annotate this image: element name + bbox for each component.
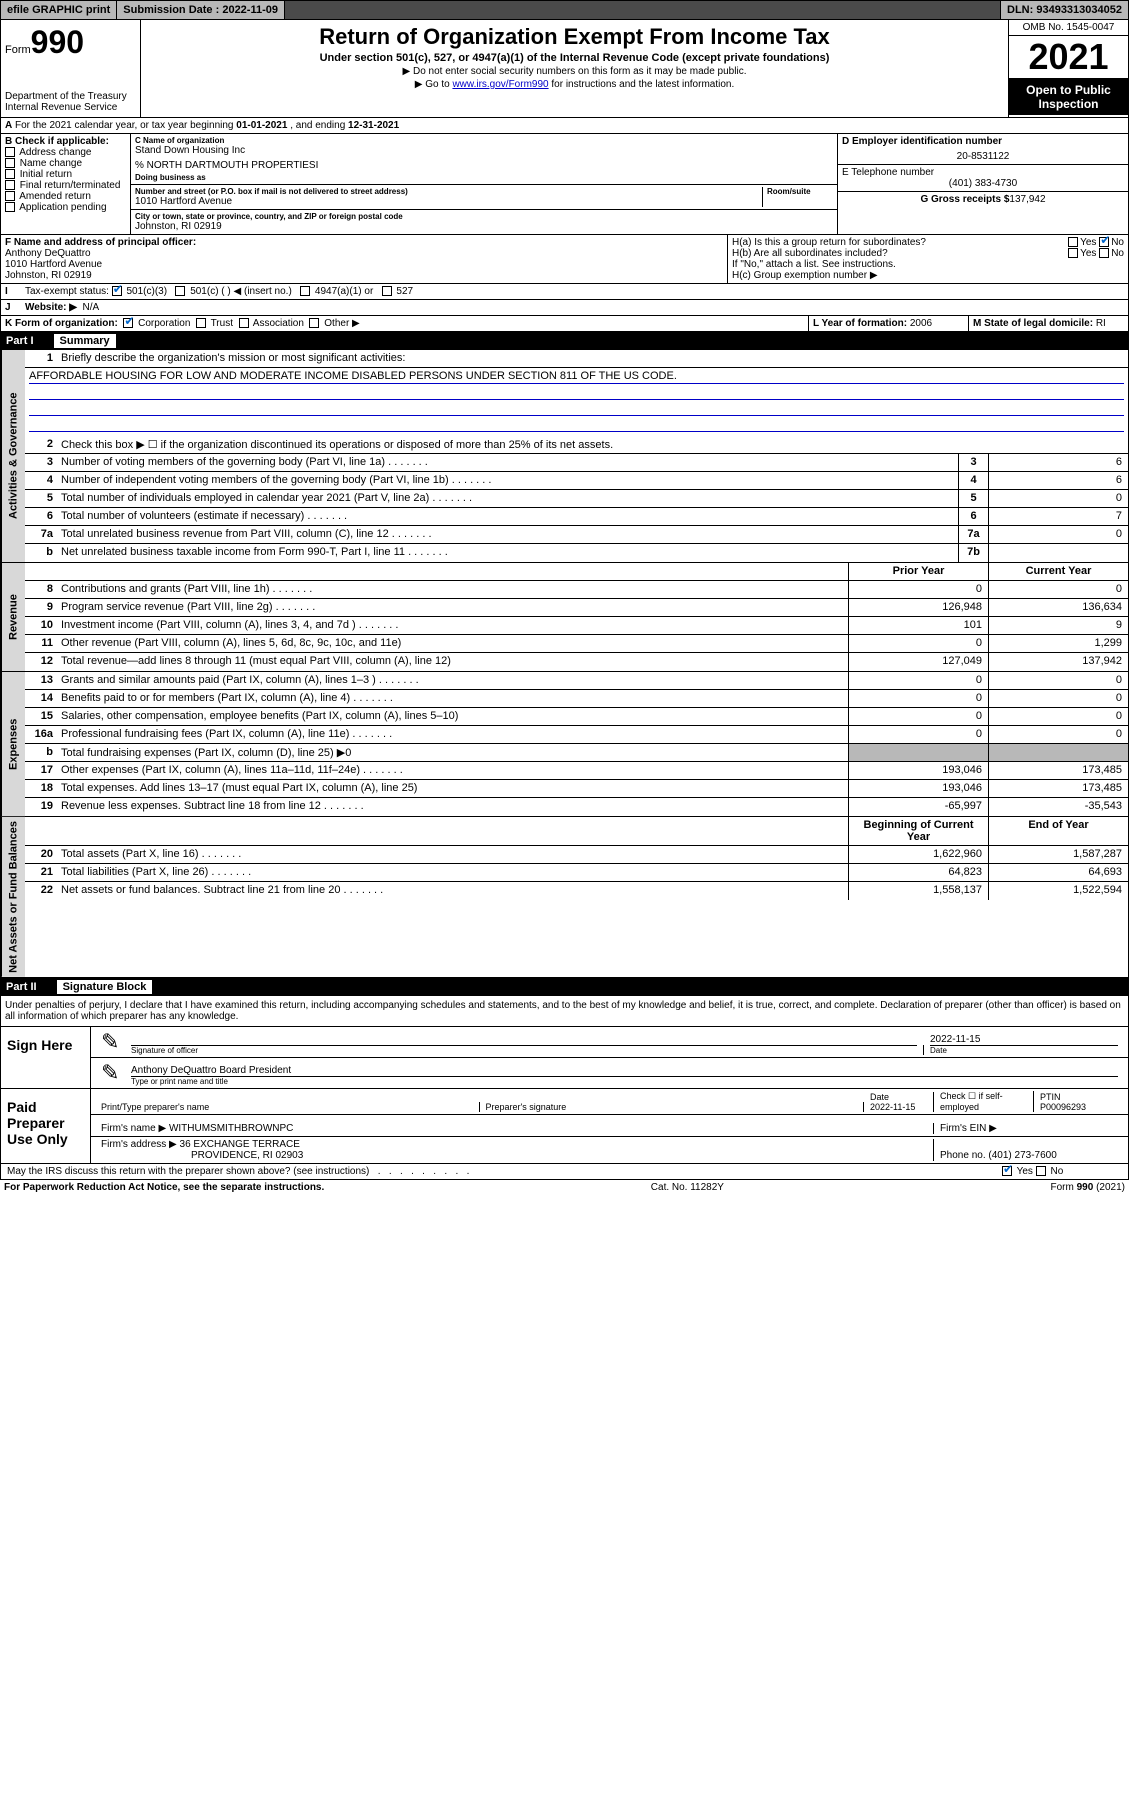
cb-trust[interactable] (196, 318, 206, 328)
line-b: bNet unrelated business taxable income f… (25, 544, 1128, 562)
row-a: A For the 2021 calendar year, or tax yea… (1, 118, 1128, 134)
cb-assoc[interactable] (239, 318, 249, 328)
tax-year: 2021 (1009, 36, 1128, 79)
sign-here-label: Sign Here (1, 1027, 91, 1088)
part-ii-header: Part II Signature Block (0, 978, 1129, 996)
page-footer: For Paperwork Reduction Act Notice, see … (0, 1180, 1129, 1195)
row-klm: K Form of organization: Corporation Trus… (1, 316, 1128, 331)
line-1: 1Briefly describe the organization's mis… (25, 350, 1128, 368)
form-header: Form990 Department of the Treasury Inter… (0, 20, 1129, 118)
line-3: 3Number of voting members of the governi… (25, 454, 1128, 472)
row-h: H(a) Is this a group return for subordin… (728, 235, 1128, 283)
line-16a: 16aProfessional fundraising fees (Part I… (25, 726, 1128, 744)
signature-block: Under penalties of perjury, I declare th… (0, 996, 1129, 1180)
row-i: I Tax-exempt status: 501(c)(3) 501(c) ( … (1, 284, 1128, 300)
cb-discuss-yes[interactable] (1002, 1166, 1012, 1176)
line-20: 20Total assets (Part X, line 16)1,622,96… (25, 846, 1128, 864)
form-number: Form990 (5, 24, 136, 61)
col-c: C Name of organization Stand Down Housin… (131, 134, 838, 234)
section-label: Expenses (1, 672, 25, 816)
line-17: 17Other expenses (Part IX, column (A), l… (25, 762, 1128, 780)
checkbox-name-change[interactable]: Name change (5, 158, 126, 169)
section-label: Net Assets or Fund Balances (1, 817, 25, 977)
checkbox-application-pending[interactable]: Application pending (5, 202, 126, 213)
line-22: 22Net assets or fund balances. Subtract … (25, 882, 1128, 900)
line-6: 6Total number of volunteers (estimate if… (25, 508, 1128, 526)
irs-link[interactable]: www.irs.gov/Form990 (452, 79, 548, 90)
line-11: 11Other revenue (Part VIII, column (A), … (25, 635, 1128, 653)
line-4: 4Number of independent voting members of… (25, 472, 1128, 490)
summary-section-3: Net Assets or Fund BalancesBeginning of … (0, 817, 1129, 978)
paid-preparer-label: Paid Preparer Use Only (1, 1089, 91, 1163)
line-5: 5Total number of individuals employed in… (25, 490, 1128, 508)
line-9: 9Program service revenue (Part VIII, lin… (25, 599, 1128, 617)
row-f: F Name and address of principal officer:… (1, 235, 728, 283)
top-bar: efile GRAPHIC print Submission Date : 20… (0, 0, 1129, 20)
cb-4947[interactable] (300, 286, 310, 296)
summary-section-2: Expenses13Grants and similar amounts pai… (0, 672, 1129, 817)
col-d: D Employer identification number 20-8531… (838, 134, 1128, 234)
line-19: 19Revenue less expenses. Subtract line 1… (25, 798, 1128, 816)
line-b: bTotal fundraising expenses (Part IX, co… (25, 744, 1128, 762)
checkbox-initial-return[interactable]: Initial return (5, 169, 126, 180)
goto-note: ▶ Go to www.irs.gov/Form990 for instruct… (149, 79, 1000, 90)
omb-number: OMB No. 1545-0047 (1009, 20, 1128, 36)
line-13: 13Grants and similar amounts paid (Part … (25, 672, 1128, 690)
form-title: Return of Organization Exempt From Incom… (149, 24, 1000, 50)
line-14: 14Benefits paid to or for members (Part … (25, 690, 1128, 708)
section-label: Activities & Governance (1, 350, 25, 562)
checkbox-final-return-terminated[interactable]: Final return/terminated (5, 180, 126, 191)
line-8: 8Contributions and grants (Part VIII, li… (25, 581, 1128, 599)
line-10: 10Investment income (Part VIII, column (… (25, 617, 1128, 635)
topbar-spacer (285, 1, 1001, 19)
discuss-question: May the IRS discuss this return with the… (7, 1166, 1002, 1177)
cb-501c3[interactable] (112, 286, 122, 296)
row-j: J Website: ▶ N/A (1, 300, 1128, 316)
meta-block: A For the 2021 calendar year, or tax yea… (0, 118, 1129, 332)
line-21: 21Total liabilities (Part X, line 26)64,… (25, 864, 1128, 882)
line-7a: 7aTotal unrelated business revenue from … (25, 526, 1128, 544)
cb-discuss-no[interactable] (1036, 1166, 1046, 1176)
line-2: 2Check this box ▶ ☐ if the organization … (25, 436, 1128, 454)
summary-section-1: RevenuePrior YearCurrent Year8Contributi… (0, 563, 1129, 672)
part-i-header: Part I Summary (0, 332, 1129, 350)
cb-corp[interactable] (123, 318, 133, 328)
cb-501c[interactable] (175, 286, 185, 296)
line-12: 12Total revenue—add lines 8 through 11 (… (25, 653, 1128, 671)
checkbox-address-change[interactable]: Address change (5, 147, 126, 158)
cb-other[interactable] (309, 318, 319, 328)
col-b: B Check if applicable: Address change Na… (1, 134, 131, 234)
cb-527[interactable] (382, 286, 392, 296)
summary-section-0: Activities & Governance1Briefly describe… (0, 350, 1129, 563)
dept-treasury: Department of the Treasury Internal Reve… (5, 91, 136, 113)
dln: DLN: 93493313034052 (1001, 1, 1128, 19)
line-18: 18Total expenses. Add lines 13–17 (must … (25, 780, 1128, 798)
efile-label[interactable]: efile GRAPHIC print (1, 1, 117, 19)
open-inspection: Open to Public Inspection (1009, 79, 1128, 115)
form-subtitle: Under section 501(c), 527, or 4947(a)(1)… (149, 52, 1000, 64)
checkbox-amended-return[interactable]: Amended return (5, 191, 126, 202)
submission-date: Submission Date : 2022-11-09 (117, 1, 285, 19)
section-label: Revenue (1, 563, 25, 671)
line-15: 15Salaries, other compensation, employee… (25, 708, 1128, 726)
ssn-note: ▶ Do not enter social security numbers o… (149, 66, 1000, 77)
penalties-text: Under penalties of perjury, I declare th… (1, 996, 1128, 1027)
